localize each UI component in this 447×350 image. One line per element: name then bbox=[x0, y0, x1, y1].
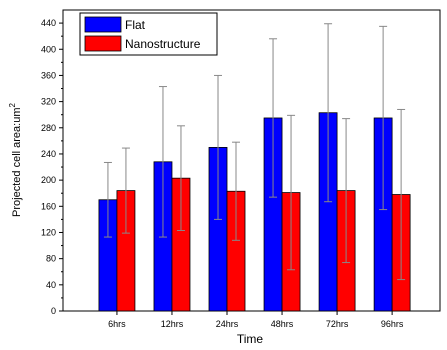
y-tick-label-200: 200 bbox=[41, 175, 56, 185]
legend: Flat Nanostructure bbox=[79, 12, 218, 56]
legend-swatch-flat bbox=[84, 16, 122, 33]
y-tick-label-120: 120 bbox=[41, 227, 56, 237]
x-tick-label-6hrs: 6hrs bbox=[108, 319, 126, 329]
y-tick-label-360: 360 bbox=[41, 70, 56, 80]
legend-swatch-nanostructure bbox=[84, 35, 122, 52]
x-tick-label-12hrs: 12hrs bbox=[161, 319, 184, 329]
legend-label-flat: Flat bbox=[125, 18, 146, 32]
y-tick-label-280: 280 bbox=[41, 123, 56, 133]
axes-group: 0 40 80 120 160 200 240 280 320 360 400 440 6hrs 12hr… bbox=[41, 18, 404, 329]
error-bars-group bbox=[103, 23, 406, 281]
y-axis-title: Projected cell area:um2 bbox=[8, 103, 23, 217]
x-tick-label-24hrs: 24hrs bbox=[216, 319, 239, 329]
y-tick-label-40: 40 bbox=[46, 280, 56, 290]
y-tick-label-160: 160 bbox=[41, 201, 56, 211]
bars-group bbox=[98, 112, 411, 312]
y-tick-label-400: 400 bbox=[41, 44, 56, 54]
x-tick-label-96hrs: 96hrs bbox=[381, 319, 404, 329]
x-tick-label-72hrs: 72hrs bbox=[326, 319, 349, 329]
y-tick-label-320: 320 bbox=[41, 97, 56, 107]
y-tick-label-240: 240 bbox=[41, 149, 56, 159]
y-tick-label-80: 80 bbox=[46, 254, 56, 264]
x-tick-label-48hrs: 48hrs bbox=[271, 319, 294, 329]
plot-frame bbox=[62, 9, 441, 312]
legend-label-nanostructure: Nanostructure bbox=[125, 37, 201, 51]
y-tick-label-440: 440 bbox=[41, 18, 56, 28]
plot-frame-group bbox=[62, 9, 441, 312]
y-tick-label-0: 0 bbox=[51, 306, 56, 316]
x-axis-title: Time bbox=[237, 332, 264, 346]
